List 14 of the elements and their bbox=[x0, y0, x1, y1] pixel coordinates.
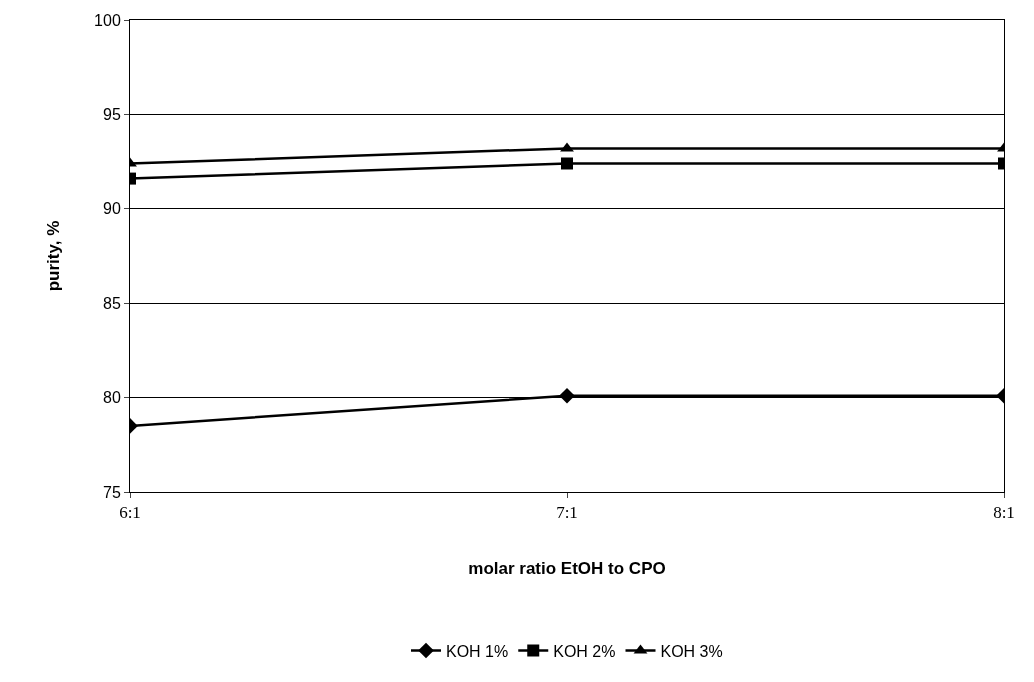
y-tick-label: 95 bbox=[103, 106, 121, 123]
legend-label: KOH 2% bbox=[553, 642, 616, 660]
y-tick-label: 100 bbox=[94, 11, 121, 29]
y-tick-label: 80 bbox=[103, 389, 121, 407]
y-tick-label: 75 bbox=[103, 483, 121, 501]
legend-label: KOH 3% bbox=[660, 642, 723, 660]
x-tick-label: 8:1 bbox=[993, 503, 1015, 523]
x-tick-label: 6:1 bbox=[119, 503, 141, 523]
y-tick-label: 85 bbox=[103, 294, 121, 312]
y-axis-title: purity, % bbox=[43, 220, 63, 292]
legend-label: KOH 1% bbox=[446, 642, 509, 660]
x-tick-label: 7:1 bbox=[556, 503, 578, 523]
x-axis-title: molar ratio EtOH to CPO bbox=[468, 558, 666, 578]
y-tick-label: 90 bbox=[103, 200, 121, 218]
